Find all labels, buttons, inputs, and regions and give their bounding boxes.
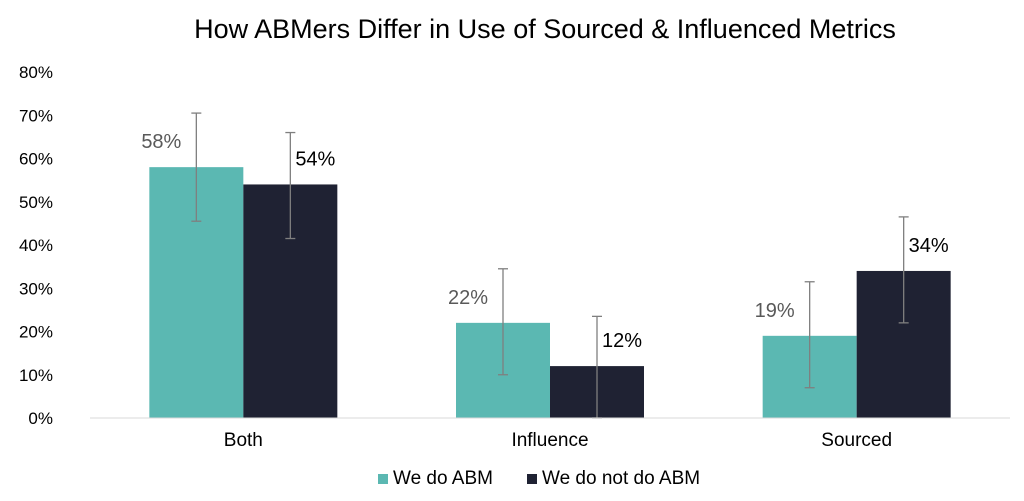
data-label: 34% xyxy=(909,235,949,257)
category-label: Sourced xyxy=(821,430,892,451)
legend-swatch xyxy=(527,474,537,484)
y-tick-label: 30% xyxy=(19,279,53,298)
y-tick-label: 60% xyxy=(19,150,53,169)
data-label: 19% xyxy=(755,300,795,322)
data-label: 54% xyxy=(295,148,335,170)
y-tick-label: 0% xyxy=(28,409,53,428)
data-label: 58% xyxy=(141,131,181,153)
legend-label: We do ABM xyxy=(393,468,493,489)
y-tick-label: 50% xyxy=(19,193,53,212)
legend-label: We do not do ABM xyxy=(542,468,700,489)
x-axis: Both Influence Sourced xyxy=(224,430,892,451)
category-label: Both xyxy=(224,430,263,451)
data-label: 12% xyxy=(602,330,642,352)
data-label: 22% xyxy=(448,287,488,309)
error-bars xyxy=(191,112,909,419)
y-tick-label: 40% xyxy=(19,236,53,255)
y-axis: 0% 10% 20% 30% 40% 50% 60% 70% 80% xyxy=(19,63,53,428)
y-tick-label: 20% xyxy=(19,323,53,342)
y-tick-label: 70% xyxy=(19,106,53,125)
bars xyxy=(149,167,951,418)
data-labels: 58% 54% 22% 12% 19% 34% xyxy=(141,131,949,352)
legend: We do ABM We do not do ABM xyxy=(378,468,700,489)
y-tick-label: 10% xyxy=(19,366,53,385)
legend-swatch xyxy=(378,474,388,484)
category-label: Influence xyxy=(511,430,588,451)
chart-title: How ABMers Differ in Use of Sourced & In… xyxy=(194,14,896,44)
y-tick-label: 80% xyxy=(19,63,53,82)
